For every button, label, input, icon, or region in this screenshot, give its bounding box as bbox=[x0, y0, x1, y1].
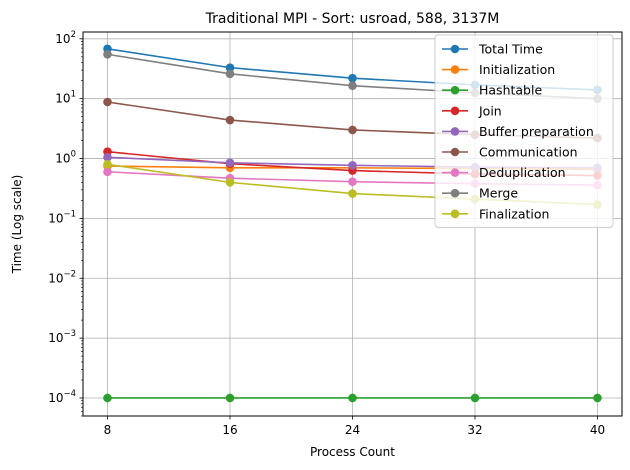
legend-marker bbox=[450, 106, 460, 116]
legend-label: Initialization bbox=[479, 62, 555, 77]
data-point bbox=[593, 393, 602, 403]
data-point bbox=[348, 161, 357, 170]
data-point bbox=[348, 73, 357, 83]
data-point bbox=[103, 97, 112, 107]
legend-item-merge: Merge bbox=[442, 186, 518, 201]
legend-marker bbox=[450, 168, 460, 177]
legend-label: Merge bbox=[479, 186, 518, 201]
legend-item-buffer-preparation: Buffer preparation bbox=[442, 124, 594, 139]
data-point bbox=[225, 63, 235, 72]
legend-item-total-time: Total Time bbox=[442, 42, 543, 57]
data-point bbox=[103, 50, 112, 59]
legend-item-deduplication: Deduplication bbox=[442, 165, 566, 180]
data-point bbox=[348, 393, 357, 403]
x-tick-label: 32 bbox=[467, 423, 482, 437]
y-tick-label: 10−3 bbox=[48, 329, 76, 345]
legend-marker bbox=[450, 44, 460, 54]
data-point bbox=[348, 189, 357, 198]
legend: Total Time Initialization Hashtable Join Buf… bbox=[434, 34, 614, 228]
legend-label: Deduplication bbox=[479, 165, 566, 180]
data-point bbox=[348, 81, 357, 90]
data-point bbox=[225, 158, 235, 168]
x-tick-label: 24 bbox=[345, 423, 360, 437]
legend-label: Finalization bbox=[479, 206, 549, 221]
data-point bbox=[103, 167, 112, 177]
x-tick-label: 40 bbox=[590, 423, 605, 437]
y-tick-label: 101 bbox=[55, 90, 76, 106]
legend-item-finalization: Finalization bbox=[442, 206, 549, 221]
y-axis-title: Time (Log scale) bbox=[10, 175, 24, 275]
data-point bbox=[103, 152, 112, 162]
chart-title: Traditional MPI - Sort: usroad, 588, 313… bbox=[205, 11, 500, 27]
legend-item-hashtable: Hashtable bbox=[442, 83, 542, 98]
data-point bbox=[225, 178, 235, 187]
legend-item-join: Join bbox=[442, 103, 502, 118]
data-point bbox=[225, 115, 235, 125]
legend-marker bbox=[450, 65, 460, 74]
y-tick-label: 10−1 bbox=[48, 209, 76, 225]
legend-label: Total Time bbox=[478, 42, 543, 57]
y-tick-label: 102 bbox=[55, 30, 76, 46]
legend-item-initialization: Initialization bbox=[442, 62, 555, 77]
legend-marker bbox=[450, 85, 460, 95]
data-point bbox=[103, 393, 112, 403]
x-tick-label: 8 bbox=[104, 423, 112, 437]
data-point bbox=[103, 160, 112, 169]
legend-label: Hashtable bbox=[479, 83, 542, 98]
legend-label: Join bbox=[478, 103, 502, 118]
legend-marker bbox=[450, 209, 460, 219]
data-point bbox=[225, 393, 235, 403]
x-axis-title: Process Count bbox=[310, 445, 395, 459]
legend-marker bbox=[450, 188, 460, 198]
data-point bbox=[348, 177, 357, 187]
legend-marker bbox=[450, 147, 460, 157]
data-point bbox=[470, 393, 480, 403]
legend-marker bbox=[450, 127, 460, 136]
series-hashtable bbox=[103, 393, 602, 403]
legend-label: Communication bbox=[479, 145, 578, 160]
y-tick-label: 10−4 bbox=[48, 389, 76, 405]
legend-label: Buffer preparation bbox=[479, 124, 594, 139]
y-tick-label: 100 bbox=[55, 150, 76, 166]
legend-item-communication: Communication bbox=[442, 145, 578, 160]
legend-box bbox=[434, 34, 614, 228]
x-tick-label: 16 bbox=[222, 423, 237, 437]
data-point bbox=[348, 125, 357, 135]
data-point bbox=[225, 69, 235, 79]
y-tick-label: 10−2 bbox=[48, 269, 76, 285]
tick-layer: 8 16 24 32 40 10−4 10−3 10−2 10−1 100 101 102 bbox=[48, 30, 605, 437]
